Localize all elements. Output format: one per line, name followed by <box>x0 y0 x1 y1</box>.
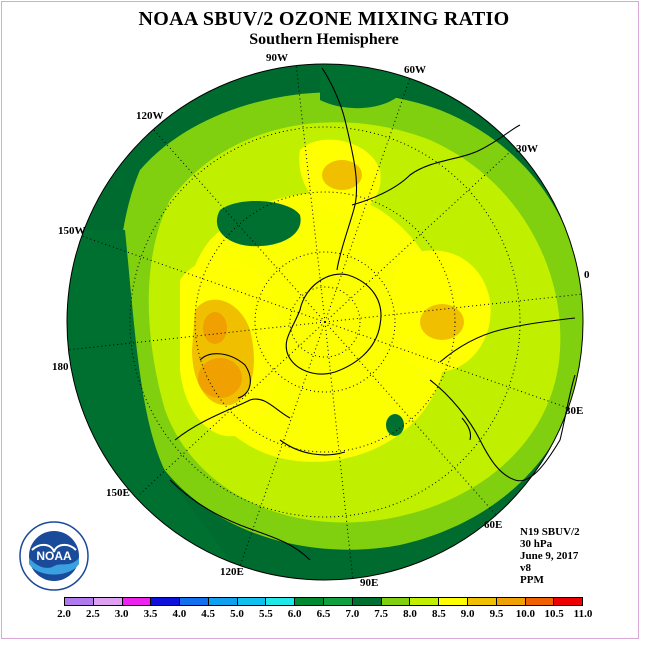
colorbar-tick-label: 2.0 <box>57 608 71 620</box>
colorbar-tick-label: 9.5 <box>489 608 504 620</box>
info-date: June 9, 2017 <box>520 550 579 562</box>
colorbar-tick-label: 6.5 <box>316 608 331 620</box>
colorbar-swatch <box>180 598 209 605</box>
page-subtitle: Southern Hemisphere <box>249 31 399 48</box>
info-units: PPM <box>520 574 544 586</box>
colorbar-tick-label: 4.5 <box>201 608 216 620</box>
colorbar-tick-label: 7.5 <box>374 608 389 620</box>
colorbar-tick-label: 8.0 <box>403 608 417 620</box>
page-title: NOAA SBUV/2 OZONE MIXING RATIO <box>138 8 510 30</box>
colorbar-tick-label: 2.5 <box>85 608 100 620</box>
logo-text: NOAA <box>36 549 72 563</box>
colorbar-tick-label: 6.0 <box>287 608 302 620</box>
ozone-field <box>67 64 583 580</box>
info-instrument: N19 SBUV/2 <box>520 526 580 538</box>
colorbar-swatch <box>467 598 497 605</box>
colorbar-tick-label: 10.5 <box>544 608 564 620</box>
lon-label-180: 180 <box>52 361 69 373</box>
lon-label-120e: 120E <box>220 566 244 578</box>
info-level: 30 hPa <box>520 538 553 550</box>
colorbar-tick-label: 8.5 <box>431 608 446 620</box>
colorbar-swatch <box>439 598 468 605</box>
colorbar-swatch <box>525 598 555 605</box>
colorbar-swatch <box>122 598 152 605</box>
colorbar-tick-label: 9.0 <box>460 608 475 620</box>
info-version: v8 <box>520 562 531 574</box>
colorbar-swatch <box>324 598 353 605</box>
lon-label-120w: 120W <box>136 110 164 122</box>
colorbar-swatch <box>352 598 382 605</box>
graticule <box>66 63 584 581</box>
colorbar-swatch <box>65 598 94 605</box>
lon-label-30w: 30W <box>516 143 538 155</box>
colorbar-tick-label: 10.0 <box>515 608 535 620</box>
colorbar <box>64 597 583 606</box>
colorbar-swatch <box>410 598 440 605</box>
colorbar-swatch <box>295 598 325 605</box>
lon-label-30e: 30E <box>565 405 584 417</box>
colorbar-swatch <box>151 598 181 605</box>
colorbar-tick-label: 3.5 <box>143 608 158 620</box>
coastlines <box>169 67 576 561</box>
colorbar-swatch <box>496 598 526 605</box>
lon-label-150w: 150W <box>58 225 86 237</box>
colorbar-swatch <box>237 598 267 605</box>
colorbar-swatch <box>381 598 411 605</box>
lon-label-60w: 60W <box>404 64 426 76</box>
colorbar-tick-label: 5.5 <box>258 608 273 620</box>
colorbar-swatch <box>93 598 123 605</box>
colorbar-swatch <box>266 598 296 605</box>
lon-label-90e: 90E <box>360 577 379 589</box>
lon-label-60e: 60E <box>484 519 503 531</box>
colorbar-tick-label: 4.0 <box>172 608 187 620</box>
colorbar-swatch <box>208 598 238 605</box>
lon-label-90w: 90W <box>266 52 288 64</box>
noaa-logo-icon: NOAA <box>18 520 90 597</box>
lon-label-150e: 150E <box>106 487 130 499</box>
figure-frame <box>1 1 639 639</box>
info-block: N19 SBUV/2 30 hPa June 9, 2017 v8 PPM <box>520 526 580 586</box>
colorbar-tick-label: 11.0 <box>573 608 593 620</box>
lon-label-0: 0 <box>584 269 590 281</box>
colorbar-tick-label: 3.0 <box>114 608 129 620</box>
colorbar-swatch <box>554 598 583 605</box>
colorbar-tick-label: 5.0 <box>230 608 244 620</box>
colorbar-tick-label: 7.0 <box>345 608 360 620</box>
